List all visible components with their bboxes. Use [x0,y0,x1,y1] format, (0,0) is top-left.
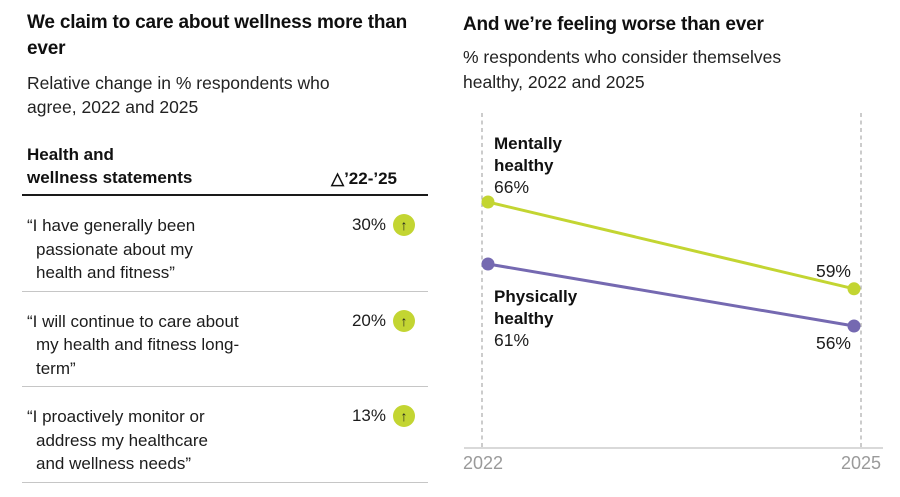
mentally-2022-value-label: 66% [494,177,530,197]
statement-text: “I proactively monitor or address my hea… [27,407,208,473]
left-panel: We claim to care about wellness more tha… [22,10,428,483]
mentally-2025-value-label: 59% [815,261,851,281]
physically-2022-point [481,257,495,271]
x-tick-2022: 2022 [463,453,504,473]
slope-chart [464,113,883,449]
physically-2022-value-label: 61% [494,330,530,350]
mentally-2022-point [481,195,495,209]
right-panel: And we’re feeling worse than ever % resp… [463,12,900,95]
left-panel-title: We claim to care about wellness more tha… [27,12,408,59]
table-row: “I proactively monitor or address my hea… [22,387,428,483]
right-panel-subtitle: % respondents who consider themselves he… [463,47,782,92]
change-value: 20% [351,310,386,330]
table-row: “I will continue to care about my health… [22,292,428,387]
statements-column-header-line2: wellness statements [27,168,193,187]
right-panel-title: And we’re feeling worse than ever [463,14,764,35]
up-arrow-icon: ↑ [400,312,408,329]
physically-healthy-series-label: Physically healthy [494,287,578,328]
up-arrow-badge: ↑ [393,309,415,332]
physically-2025-point [847,319,861,333]
table-header-row: Health and wellness statements △’22-’25 [22,143,428,196]
up-arrow-badge: ↑ [393,214,415,236]
up-arrow-badge: ↑ [393,405,415,427]
statement-text: “I have generally been passionate about … [27,216,196,282]
delta-column-header: △’22-’25 [331,169,397,188]
physically-2025-value-label: 56% [815,333,851,353]
up-arrow-icon: ↑ [400,217,408,233]
statements-column-header-line1: Health and [27,145,114,164]
table-row: “I have generally been passionate about … [22,196,428,292]
physically-healthy-line [487,262,855,328]
change-value: 13% [351,406,386,425]
x-tick-2025: 2025 [840,453,881,473]
statement-text: “I will continue to care about my health… [27,311,240,378]
mentally-2025-point [847,282,861,296]
mentally-healthy-line [487,200,855,291]
wellness-statements-table: Health and wellness statements △’22-’25 … [22,143,428,483]
change-value: 30% [351,215,386,234]
up-arrow-icon: ↑ [400,408,408,424]
statements-column-header: Health and wellness statements [27,143,212,189]
mentally-healthy-series-label: Mentally healthy [494,134,563,175]
left-panel-subtitle: Relative change in % respondents who agr… [27,73,330,117]
